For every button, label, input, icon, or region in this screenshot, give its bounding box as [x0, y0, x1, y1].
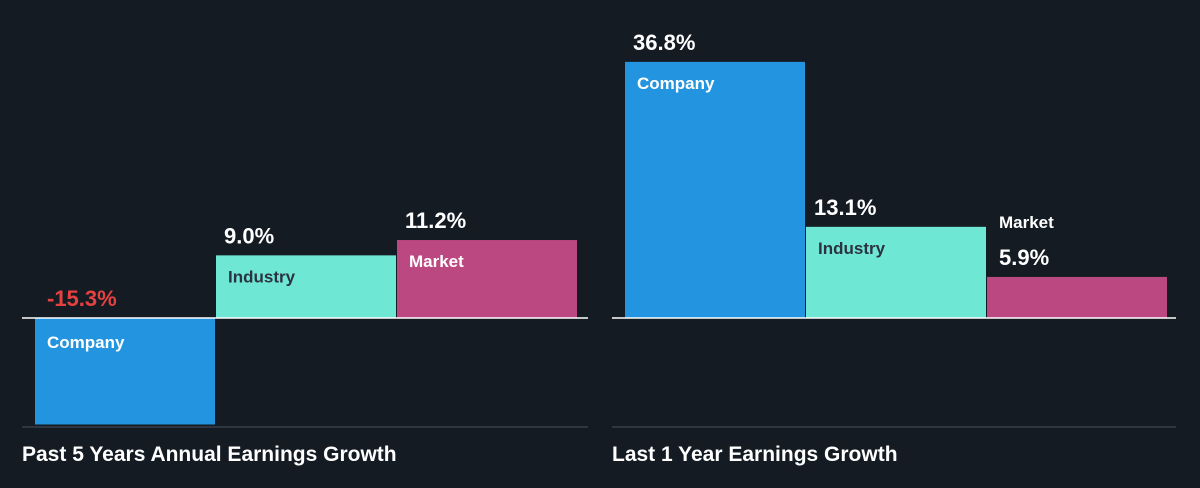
category-label-market: Market [409, 252, 464, 271]
value-label-market: 5.9% [999, 245, 1049, 270]
chart-title-last-1-year: Last 1 Year Earnings Growth [612, 443, 898, 466]
value-label-industry: 13.1% [814, 195, 876, 220]
bar-industry [216, 255, 396, 318]
category-label-market: Market [999, 213, 1054, 232]
value-label-company: -15.3% [47, 286, 117, 311]
category-label-industry: Industry [818, 239, 886, 258]
bar-industry [806, 226, 986, 318]
value-label-industry: 9.0% [224, 223, 274, 248]
bar-market [987, 276, 1167, 318]
bar-company [625, 61, 805, 318]
bar-market [397, 240, 577, 318]
category-label-company: Company [637, 74, 715, 93]
bar-company [35, 318, 215, 425]
value-label-market: 11.2% [405, 208, 466, 233]
chart-title-past-5-years: Past 5 Years Annual Earnings Growth [22, 443, 397, 466]
category-label-company: Company [47, 333, 125, 352]
category-label-industry: Industry [228, 267, 296, 286]
value-label-company: 36.8% [633, 30, 695, 55]
